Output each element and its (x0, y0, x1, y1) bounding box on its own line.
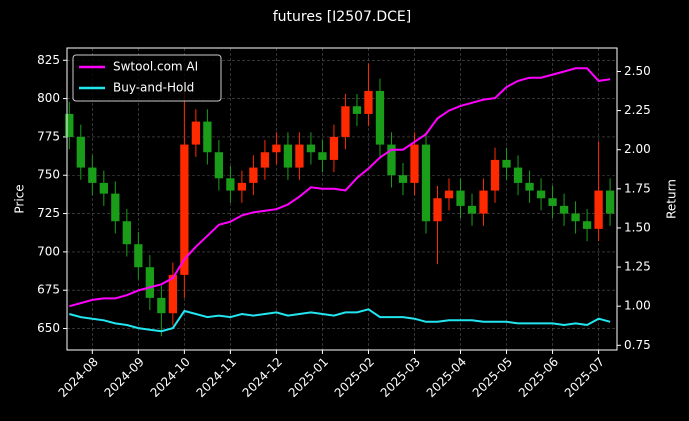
candle-body (237, 182, 247, 191)
candle-body (410, 144, 419, 183)
y-axis-label: Price (13, 184, 27, 213)
candle-body (467, 205, 477, 214)
candle-body (214, 152, 224, 179)
y-tick-label: 775 (37, 129, 60, 143)
candle-body (134, 244, 143, 268)
candle-body (375, 90, 385, 145)
candle-body (456, 190, 465, 206)
candle-body (444, 190, 454, 199)
candle-body (295, 144, 304, 168)
y2-tick-label: 1.00 (624, 299, 651, 313)
candle-body (145, 267, 154, 298)
candle-body (479, 190, 488, 214)
candle-body (398, 175, 408, 183)
candle-body (65, 113, 74, 137)
candle-body (571, 213, 580, 222)
candle-body (433, 198, 442, 222)
candle-body (605, 190, 615, 214)
y2-tick-label: 1.25 (624, 260, 651, 274)
candle-body (111, 193, 120, 222)
candle-body (548, 198, 557, 206)
y2-tick-label: 2.25 (624, 103, 651, 117)
candle-body (122, 221, 131, 245)
candle-body (249, 167, 258, 183)
y2-axis-label: Return (665, 179, 679, 219)
y2-tick-label: 1.75 (624, 181, 651, 195)
candle-body (76, 136, 85, 168)
y-tick-label: 675 (37, 283, 60, 297)
return-line (69, 308, 611, 333)
candle-body (318, 152, 327, 160)
candle-body (306, 144, 316, 153)
candle-body (99, 182, 108, 194)
candle-body (536, 190, 546, 199)
candle-body (513, 167, 523, 183)
candle-body (88, 167, 97, 183)
candle-body (387, 144, 396, 176)
legend-box (72, 54, 222, 102)
plot-frame (66, 47, 618, 351)
candle-body (341, 106, 350, 137)
candle-body (352, 106, 362, 114)
y2-tick-label: 2.50 (624, 64, 651, 78)
candle-body (203, 121, 212, 153)
y-tick-label: 825 (37, 53, 60, 67)
candle-body (490, 159, 500, 191)
candle-body (272, 144, 281, 153)
candle-body (421, 144, 431, 222)
candle-body (329, 136, 339, 160)
legend-label: Swtool.com AI (113, 60, 198, 74)
candle-body (525, 182, 534, 191)
y-tick-label: 700 (37, 244, 60, 258)
candle-body (582, 221, 592, 229)
candle-body (191, 121, 201, 145)
candle-body (157, 297, 166, 314)
candle-body (283, 144, 293, 168)
y2-tick-label: 0.75 (624, 338, 651, 352)
legend-label: Buy-and-Hold (113, 81, 194, 95)
y-tick-label: 725 (37, 206, 60, 220)
candle-body (260, 152, 270, 168)
candle-body (559, 205, 569, 214)
chart-title: futures [I2507.DCE] (273, 9, 412, 25)
y-tick-label: 800 (37, 91, 60, 105)
candle-body (502, 159, 511, 168)
candle-body (594, 190, 603, 229)
y-tick-label: 750 (37, 168, 60, 182)
return-line (69, 67, 611, 308)
candle-body (364, 90, 373, 114)
candle-body (168, 274, 177, 314)
y2-tick-label: 2.00 (624, 142, 651, 156)
candle-body (226, 178, 235, 191)
y-tick-label: 650 (37, 321, 60, 335)
y2-tick-label: 1.50 (624, 220, 651, 234)
candle-body (180, 144, 189, 275)
